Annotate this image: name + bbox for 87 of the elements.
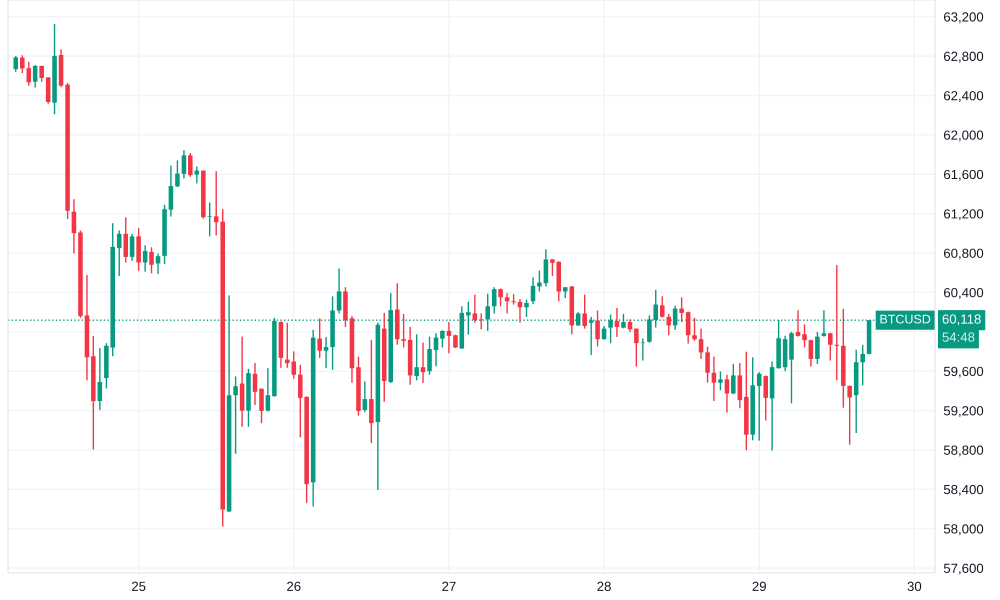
y-tick-label: 58,400 — [944, 484, 984, 496]
candlestick — [660, 296, 665, 318]
candlestick — [13, 55, 18, 73]
candlestick — [182, 149, 186, 180]
candlestick — [692, 317, 697, 342]
candlestick — [847, 384, 852, 446]
candlestick — [705, 346, 710, 384]
x-tick-label: 28 — [597, 582, 611, 592]
text: 60,118 — [942, 314, 981, 326]
candlestick — [712, 356, 716, 402]
y-tick-label: 59,200 — [944, 406, 984, 418]
y-tick-label: 63,200 — [944, 12, 984, 24]
x-tick-label: 27 — [442, 582, 456, 591]
candlestick — [815, 331, 820, 365]
candlestick — [72, 198, 76, 254]
candlestick — [149, 246, 154, 274]
candlestick — [666, 313, 672, 336]
x-tick-label: 30 — [908, 582, 922, 592]
candlestick — [828, 332, 833, 362]
candlestick — [763, 374, 768, 422]
candlestick — [602, 325, 606, 340]
candlestick — [188, 152, 193, 178]
y-tick-label: 61,200 — [944, 209, 984, 220]
candlestick — [453, 334, 458, 349]
candlestick — [175, 160, 180, 188]
candlestick — [550, 258, 555, 277]
candlestick — [324, 336, 328, 369]
candlestick — [524, 299, 529, 318]
y-tick-label: 61,600 — [944, 170, 984, 181]
x-tick-label: 26 — [287, 582, 301, 592]
y-tick-label: 59,600 — [944, 366, 984, 378]
candlestick — [731, 363, 736, 395]
text: 54:48 — [942, 332, 974, 342]
candlestick — [298, 364, 303, 438]
candlestick — [472, 294, 478, 324]
candlestick — [544, 248, 548, 288]
candlestick — [207, 202, 212, 238]
candlestick — [116, 230, 122, 277]
x-tick-label: 25 — [132, 582, 146, 592]
x-tick-label: 29 — [752, 582, 766, 592]
candlestick — [214, 170, 218, 236]
candlestick — [686, 310, 690, 344]
candlestick — [446, 321, 452, 354]
candlestick — [266, 368, 270, 412]
candlestick — [498, 288, 503, 307]
ref-line-label: BTCUSD — [880, 314, 930, 324]
y-tick-label: 58,800 — [944, 446, 984, 456]
candlestick — [614, 307, 620, 338]
y-tick-label: 62,000 — [944, 130, 984, 142]
candlestick — [420, 342, 426, 384]
candlestick — [130, 233, 134, 262]
y-tick-label: 60,800 — [944, 248, 984, 260]
candlestick — [401, 313, 406, 348]
candlestick — [698, 328, 704, 360]
candlestick — [756, 371, 762, 442]
candlestick — [362, 380, 368, 413]
candlestick — [292, 350, 296, 380]
candlestick — [563, 286, 568, 299]
candlestick — [156, 252, 160, 275]
candlestick — [582, 294, 587, 330]
candlestick — [142, 244, 148, 272]
candlestick — [860, 344, 865, 386]
candlestick — [98, 347, 102, 411]
candlestick — [724, 374, 730, 414]
candlestick — [284, 322, 290, 369]
candlestick — [414, 334, 419, 382]
candlestick — [39, 65, 44, 82]
candlestick — [834, 264, 840, 382]
candlestick — [317, 318, 322, 359]
candlestick — [595, 310, 600, 348]
candlestick — [336, 268, 342, 314]
y-tick-label: 58,000 — [944, 524, 984, 536]
y-tick-label: 62,400 — [944, 91, 984, 102]
candlestick — [808, 338, 814, 368]
y-tick-label: 62,800 — [944, 52, 984, 63]
candlestick — [233, 376, 238, 454]
candlestick — [123, 216, 128, 264]
candlestick — [26, 61, 32, 86]
candlestick — [427, 336, 432, 376]
y-tick-label: 57,600 — [944, 564, 984, 575]
candlestick — [504, 292, 510, 314]
y-tick-label: 60,400 — [944, 288, 984, 299]
candlestick — [32, 64, 38, 88]
candlestick — [194, 166, 200, 184]
candlestick — [679, 296, 684, 323]
candlestick — [20, 54, 25, 74]
candlestick — [492, 286, 497, 314]
